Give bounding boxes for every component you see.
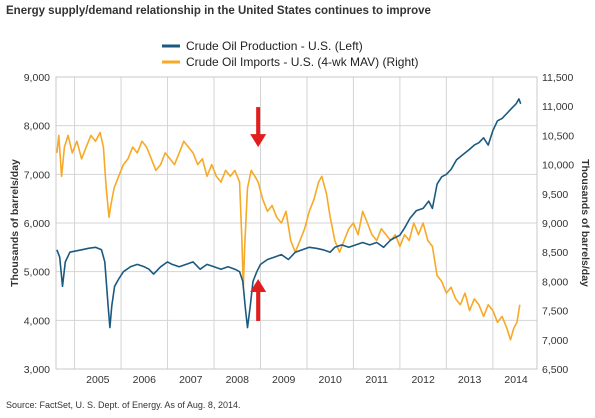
grid-layer [56,76,537,370]
legend-label: Crude Oil Production - U.S. (Left) [186,39,363,53]
imports-line [56,131,521,341]
y-left-tick-label: 8,000 [24,121,50,133]
y-left-tick-label: 9,000 [24,72,50,84]
y-left-tick-label: 7,000 [24,169,50,181]
y-right-tick-label: 7,500 [542,306,568,318]
x-tick-label: 2012 [411,374,435,386]
x-tick-label: 2014 [504,374,528,386]
ticks-layer: 3,000 4,000 5,000 6,000 7,000 8,000 9,000 6,500… [24,72,575,386]
y-right-tick-label: 8,000 [542,276,568,288]
arrow-up-head [250,278,267,292]
y-left-tick-label: 6,000 [24,218,50,230]
y-right-tick-label: 6,500 [542,364,568,376]
y-left-tick-label: 3,000 [24,364,50,376]
x-tick-label: 2008 [226,374,250,386]
y-left-tick-label: 5,000 [24,267,50,279]
legend: Crude Oil Production - U.S. (Left) Crude … [162,39,418,69]
y-right-tick-label: 8,500 [542,247,568,259]
annotation-layer [250,107,267,321]
x-tick-label: 2005 [86,374,110,386]
y-right-axis-label: Thousands of barrels/day [579,159,591,287]
x-tick-label: 2011 [365,374,388,386]
y-right-tick-label: 9,500 [542,189,568,201]
y-right-tick-label: 9,000 [542,218,568,230]
y-right-tick-label: 11,000 [542,101,573,113]
plot-frame [55,76,538,370]
x-tick-label: 2010 [319,374,343,386]
chart-title: Energy supply/demand relationship in the… [6,5,431,17]
x-tick-label: 2009 [272,374,296,386]
y-right-tick-label: 11,500 [542,72,573,84]
y-right-tick-label: 10,000 [542,160,574,172]
series-layer [56,98,522,341]
arrow-down [250,107,267,148]
x-tick-label: 2013 [458,374,482,386]
x-tick-label: 2007 [179,374,203,386]
y-left-tick-label: 4,000 [24,315,50,327]
y-right-tick-label: 7,000 [542,335,568,347]
arrow-up [250,278,267,321]
source-note: Source: FactSet, U. S. Dept. of Energy. … [6,400,241,410]
y-right-tick-label: 10,500 [542,130,574,142]
arrow-down-head [250,134,267,148]
legend-label: Crude Oil Imports - U.S. (4-wk MAV) (Rig… [186,55,418,69]
x-tick-label: 2006 [133,374,157,386]
y-left-axis-label: Thousands of barrels/day [9,159,21,287]
production-line [56,98,522,329]
axis-label-layer: Thousands of barrels/day Thousands of bar… [9,159,591,287]
